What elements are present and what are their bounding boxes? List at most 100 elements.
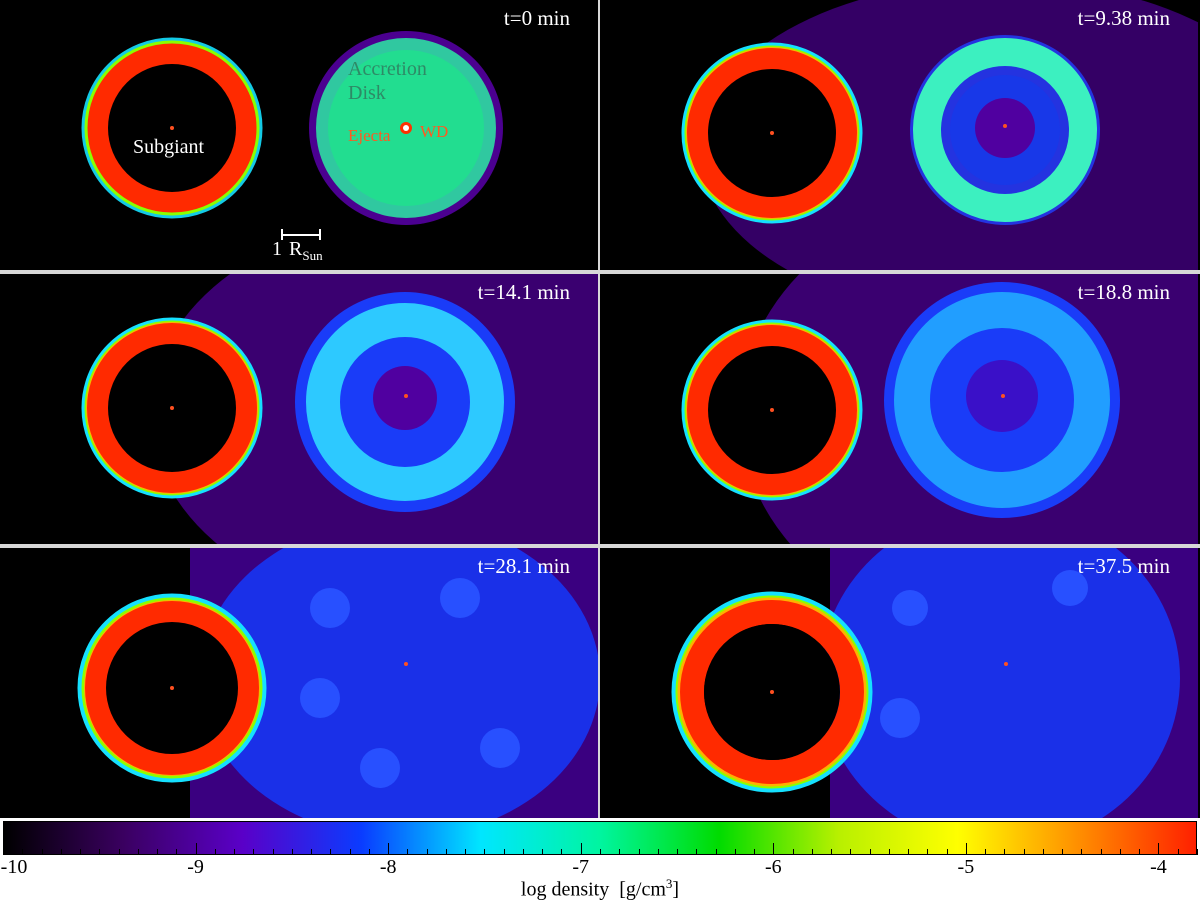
colorbar-tick-mark bbox=[407, 849, 409, 855]
colorbar-tick-mark bbox=[600, 849, 601, 855]
colorbar-tick-mark bbox=[157, 849, 159, 855]
ejecta-label: Ejecta bbox=[348, 126, 391, 145]
colorbar-tick-mark bbox=[234, 849, 236, 855]
colorbar-tick-mark bbox=[1119, 849, 1121, 855]
density-map bbox=[681, 274, 1198, 544]
density-map bbox=[81, 31, 503, 225]
colorbar-tick-mark bbox=[137, 849, 139, 855]
panel-t18: t=18.8 min bbox=[600, 274, 1198, 544]
panel-t37: t=37.5 min bbox=[600, 548, 1198, 818]
subgiant-label: Subgiant bbox=[133, 136, 205, 158]
colorbar-tick-mark bbox=[850, 849, 852, 855]
colorbar-tick-mark bbox=[965, 843, 967, 855]
colorbar-tick-mark bbox=[792, 849, 794, 855]
colorbar-tick-label: -7 bbox=[572, 856, 590, 878]
scale-number: 1 bbox=[272, 238, 282, 260]
time-label: t=14.1 min bbox=[477, 280, 570, 304]
colorbar-tick-mark bbox=[484, 849, 486, 855]
colorbar-tick-mark bbox=[1062, 849, 1064, 855]
colorbar-tick-mark bbox=[985, 849, 987, 855]
scale-unit-sub: Sun bbox=[302, 248, 323, 263]
colorbar-tick-mark bbox=[99, 849, 101, 855]
colorbar-tick-mark bbox=[734, 849, 736, 855]
colorbar-tick-mark bbox=[638, 849, 640, 855]
colorbar-tick-mark bbox=[1081, 849, 1083, 855]
panel-t14: t=14.1 min bbox=[0, 274, 598, 544]
colorbar-tick-mark bbox=[1100, 849, 1102, 855]
colorbar-tick-mark bbox=[677, 849, 679, 855]
time-label: t=9.38 min bbox=[1077, 6, 1170, 30]
colorbar-tick-mark bbox=[445, 849, 447, 855]
colorbar-tick-mark bbox=[522, 849, 524, 855]
colorbar-tick-mark bbox=[1004, 849, 1006, 855]
colorbar-tick-mark bbox=[118, 849, 120, 855]
time-label: t=28.1 min bbox=[477, 554, 570, 578]
panel-t9: t=9.38 min bbox=[600, 0, 1198, 270]
colorbar: -10 -9 -8 -7 -6 -5 -4 log density [g/cm3] bbox=[0, 818, 1200, 902]
colorbar-unit-exp: 3 bbox=[665, 876, 673, 891]
colorbar-tick-mark bbox=[831, 849, 833, 855]
colorbar-tick-mark bbox=[1158, 843, 1160, 855]
scale-unit-symbol: R bbox=[289, 238, 303, 260]
colorbar-tick-mark bbox=[3, 843, 4, 855]
divider-vertical bbox=[598, 0, 600, 818]
colorbar-tick-mark bbox=[1139, 849, 1141, 855]
colorbar-tick-mark bbox=[214, 849, 216, 855]
colorbar-tick-mark bbox=[1042, 849, 1044, 855]
colorbar-tick-mark bbox=[811, 849, 813, 855]
colorbar-tick-mark bbox=[696, 849, 698, 855]
colorbar-tick-mark bbox=[908, 849, 910, 855]
colorbar-tick-mark bbox=[311, 849, 313, 855]
colorbar-tick-mark bbox=[542, 849, 544, 855]
colorbar-tick-mark bbox=[754, 849, 756, 855]
simulation-panel-grid: t=0 min Subgiant Accretion Disk Ejecta W… bbox=[0, 0, 1200, 818]
colorbar-tick-mark bbox=[1023, 849, 1025, 855]
colorbar-tick-label: -10 bbox=[0, 856, 28, 878]
colorbar-tick-label: -9 bbox=[187, 856, 204, 878]
density-map bbox=[671, 548, 1198, 818]
colorbar-tick-mark bbox=[272, 849, 274, 855]
colorbar-tick-label: -8 bbox=[379, 856, 397, 878]
scale-bar bbox=[281, 229, 321, 240]
accretion-label: Accretion bbox=[348, 58, 427, 80]
colorbar-tick-mark bbox=[291, 849, 293, 855]
colorbar-tick-mark bbox=[1197, 849, 1198, 855]
panel-t0: t=0 min Subgiant Accretion Disk Ejecta W… bbox=[0, 0, 598, 270]
colorbar-tick-mark bbox=[41, 849, 43, 855]
colorbar-tick-mark bbox=[22, 849, 24, 855]
time-label: t=37.5 min bbox=[1077, 554, 1170, 578]
colorbar-tick-mark bbox=[715, 849, 717, 855]
colorbar-tick-mark bbox=[195, 843, 197, 855]
disk-label: Disk bbox=[348, 82, 386, 104]
colorbar-unit-suffix: ] bbox=[672, 878, 680, 901]
time-label: t=0 min bbox=[503, 6, 570, 30]
colorbar-tick-mark bbox=[503, 849, 505, 855]
density-map bbox=[681, 0, 1198, 270]
colorbar-tick-label: -6 bbox=[764, 856, 782, 878]
colorbar-tick-mark bbox=[888, 849, 890, 855]
density-map bbox=[77, 548, 598, 818]
colorbar-tick-mark bbox=[349, 849, 351, 855]
colorbar-tick-mark bbox=[60, 849, 62, 855]
colorbar-tick-mark bbox=[368, 849, 370, 855]
colorbar-unit-prefix: [g/cm bbox=[619, 878, 666, 901]
colorbar-tick-mark bbox=[773, 843, 775, 855]
colorbar-tick-mark bbox=[80, 849, 82, 855]
panel-t28: t=28.1 min bbox=[0, 548, 598, 818]
colorbar-tick-mark bbox=[330, 849, 332, 855]
colorbar-tick-label: -5 bbox=[957, 856, 975, 878]
time-label: t=18.8 min bbox=[1077, 280, 1170, 304]
wd-label: WD bbox=[420, 122, 449, 141]
colorbar-label: log density [g/cm3] bbox=[0, 876, 1200, 902]
colorbar-label-text: log density bbox=[520, 878, 610, 901]
colorbar-tick-mark bbox=[465, 849, 467, 855]
colorbar-tick-mark bbox=[580, 843, 582, 855]
colorbar-tick-mark bbox=[253, 849, 255, 855]
colorbar-tick-mark bbox=[176, 849, 178, 855]
colorbar-tick-mark bbox=[1177, 849, 1179, 855]
colorbar-tick-mark bbox=[426, 849, 428, 855]
colorbar-tick-mark bbox=[388, 843, 390, 855]
colorbar-tick-mark bbox=[561, 849, 563, 855]
scale-unit: RSun bbox=[289, 238, 323, 264]
colorbar-tick-mark bbox=[946, 849, 948, 855]
